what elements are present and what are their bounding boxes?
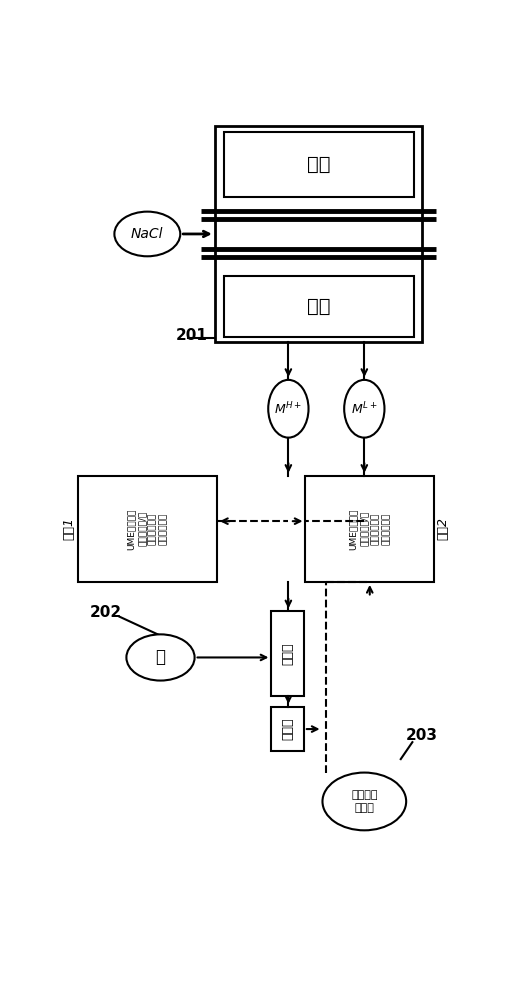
Bar: [224, 132, 414, 197]
Text: 处于较低和/或: 处于较低和/或: [137, 511, 147, 546]
Text: 较高氧化态的: 较高氧化态的: [371, 513, 380, 545]
Text: 金属离子浓度: 金属离子浓度: [159, 513, 168, 545]
Text: UME系统测量: UME系统测量: [349, 508, 358, 550]
Bar: [215, 126, 421, 342]
Bar: [305, 476, 434, 582]
Text: 金属离子浓度: 金属离子浓度: [382, 513, 390, 545]
Ellipse shape: [323, 773, 406, 830]
Text: 炙: 炙: [156, 648, 165, 666]
Text: 较高氧化态的: 较高氧化态的: [148, 513, 157, 545]
Text: 处于较低和/或: 处于较低和/或: [360, 511, 369, 546]
Text: 201: 201: [176, 328, 208, 343]
Text: UME系统测量: UME系统测量: [127, 508, 135, 550]
Text: 路线2: 路线2: [436, 517, 449, 540]
Text: 路线1: 路线1: [62, 517, 75, 540]
Text: 固代烃试: 固代烃试: [351, 790, 378, 800]
Bar: [271, 611, 304, 696]
Text: 反应器: 反应器: [281, 642, 294, 665]
Text: NaCl: NaCl: [131, 227, 163, 241]
Bar: [224, 276, 414, 337]
Ellipse shape: [115, 212, 180, 256]
Text: 202: 202: [90, 605, 122, 620]
Bar: [271, 707, 304, 751]
Ellipse shape: [344, 380, 384, 438]
Bar: [77, 476, 217, 582]
Text: $M^{L+}$: $M^{L+}$: [351, 400, 378, 417]
Text: 阴极: 阴极: [307, 155, 331, 174]
Text: 203: 203: [406, 728, 438, 744]
Ellipse shape: [268, 380, 308, 438]
Text: 分离器: 分离器: [281, 718, 294, 740]
Text: 碳基炙: 碳基炙: [354, 803, 374, 813]
Text: 阳极: 阳极: [307, 297, 331, 316]
Text: $M^{H+}$: $M^{H+}$: [274, 400, 302, 417]
Ellipse shape: [126, 634, 194, 681]
